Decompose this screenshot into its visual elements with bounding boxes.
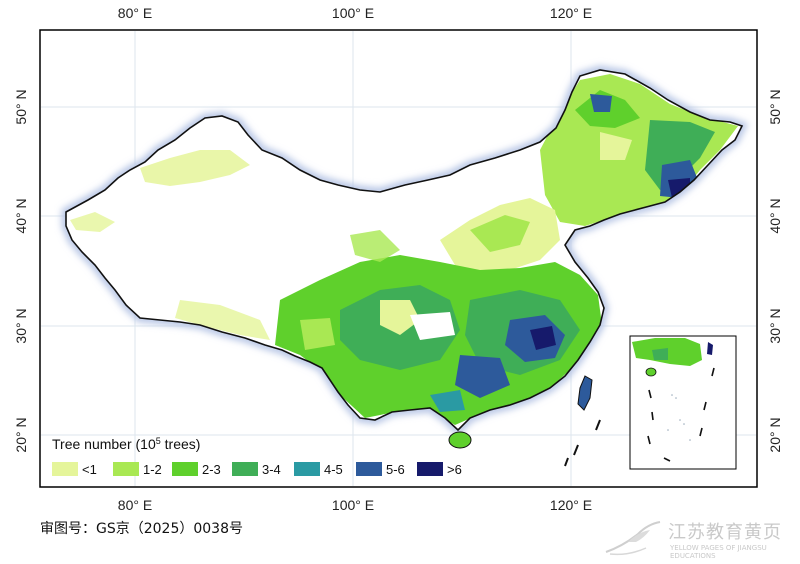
watermark-subtitle: YELLOW PAGES OF JIANGSU EDUCATIONS [670,544,767,560]
taiwan-island [577,375,593,411]
legend-swatch-6 [417,462,443,476]
legend-label-5: 5-6 [386,462,405,477]
watermark-name: 江苏教育黄页 [668,522,782,543]
tree-density-layer [70,74,738,425]
lat-tick-right-40: 40° N [767,198,783,233]
lon-tick-top-100: 100° E [332,5,374,21]
legend-swatch-2 [172,462,198,476]
crane-logo-icon [605,521,661,556]
lat-tick-left-40: 40° N [13,198,29,233]
lon-tick-top-80: 80° E [118,5,152,21]
lat-tick-left-50: 50° N [13,89,29,124]
legend-title: Tree number (105 trees) [52,436,200,452]
legend-label-2: 2-3 [202,462,221,477]
lat-tick-right-50: 50° N [767,89,783,124]
south-china-sea-inset [629,335,737,470]
watermark: 江苏教育黄页 YELLOW PAGES OF JIANGSU EDUCATION… [598,512,798,560]
legend-label-3: 3-4 [262,462,281,477]
sea-boundary-dashes [564,419,601,467]
legend-swatch-5 [356,462,382,476]
lat-tick-right-30: 30° N [767,308,783,343]
lon-tick-top-120: 120° E [550,5,592,21]
lat-tick-right-20: 20° N [767,417,783,452]
legend-label-4: 4-5 [324,462,343,477]
legend-label-1: 1-2 [143,462,162,477]
legend-label-6: >6 [447,462,462,477]
legend-swatch-1 [113,462,139,476]
map-approval-number: 审图号：GS京（2025）0038号 [40,521,243,537]
lon-tick-bottom-80: 80° E [118,497,152,513]
legend-label-0: <1 [82,462,97,477]
legend-swatch-0 [52,462,78,476]
lon-tick-bottom-100: 100° E [332,497,374,513]
legend-swatch-4 [294,462,320,476]
hainan-island [448,431,472,449]
lat-tick-left-20: 20° N [13,417,29,452]
lon-tick-bottom-120: 120° E [550,497,592,513]
legend-swatch-3 [232,462,258,476]
legend: Tree number (105 trees) <1 1-2 2-3 3-4 4-5 5-… [52,436,462,477]
lat-tick-left-30: 30° N [13,308,29,343]
